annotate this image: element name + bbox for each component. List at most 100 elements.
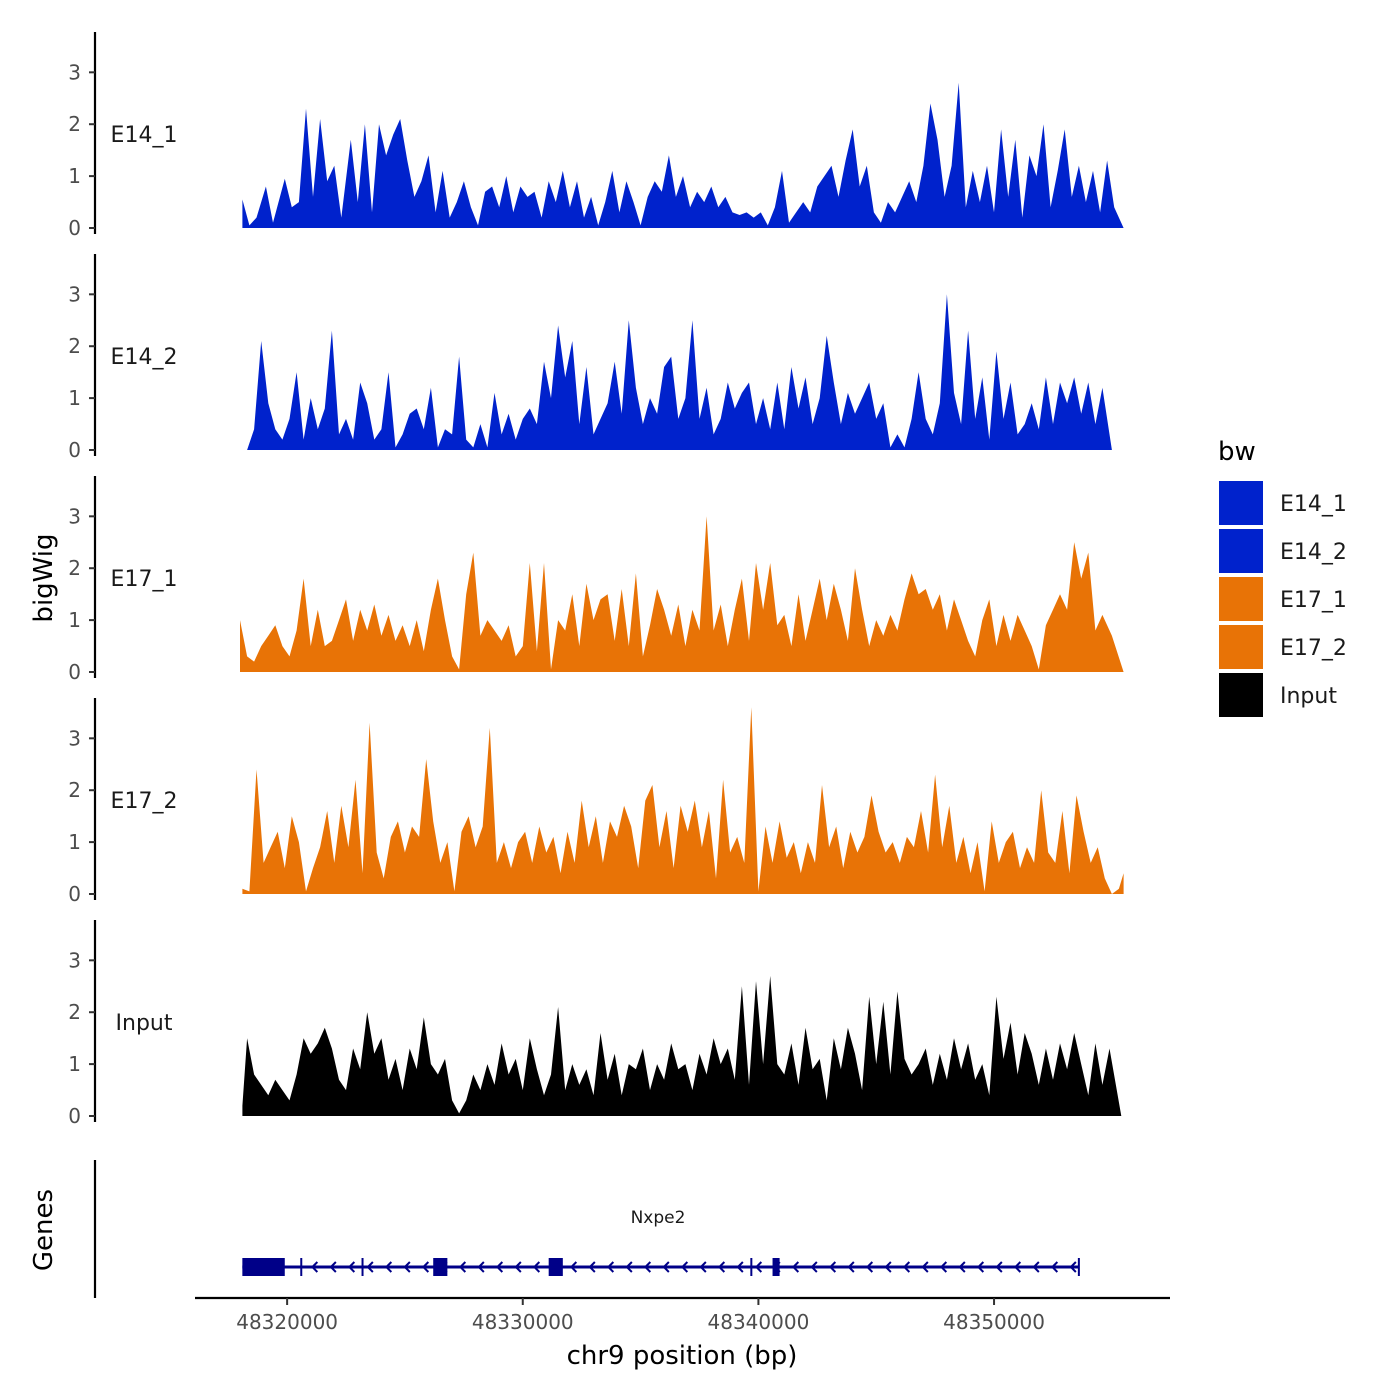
strand-chevron xyxy=(921,1261,929,1273)
y-tick-label: 2 xyxy=(68,556,81,580)
strand-chevron xyxy=(514,1261,522,1273)
x-axis: 48320000 48330000 48340000 48350000 xyxy=(195,1296,1170,1334)
strand-chevron xyxy=(995,1261,1003,1273)
legend-entries: E14_1 E14_2 E17_1 E17_2 Input xyxy=(1219,481,1347,717)
y-tick-label: 1 xyxy=(68,608,81,632)
y-tick-label: 3 xyxy=(68,726,81,750)
genes-axis-title: Genes xyxy=(29,1189,59,1271)
strand-chevron xyxy=(939,1261,948,1273)
strand-chevron xyxy=(680,1261,689,1273)
x-tick-label: 48350000 xyxy=(943,1310,1045,1334)
strand-chevron xyxy=(754,1261,763,1273)
y-tick-label: 3 xyxy=(68,948,81,972)
y-tick-label: 3 xyxy=(68,282,81,306)
track-E14_1: 0 1 2 3 E14_1 xyxy=(68,32,1124,240)
strand-chevron xyxy=(958,1261,966,1273)
track-label: E17_1 xyxy=(111,567,178,592)
strand-chevron xyxy=(421,1261,430,1273)
x-tick-label: 48330000 xyxy=(472,1310,574,1334)
strand-chevron xyxy=(606,1261,615,1273)
area-series-Input xyxy=(242,975,1122,1116)
y-tick-label: 3 xyxy=(68,60,81,84)
legend-label: E14_1 xyxy=(1280,492,1347,517)
strand-chevron xyxy=(884,1261,892,1273)
strand-chevron xyxy=(1013,1261,1022,1273)
y-tick-label: 0 xyxy=(68,1104,81,1128)
strand-chevron xyxy=(366,1261,374,1273)
area-series-E17_2 xyxy=(242,707,1124,894)
strand-chevron xyxy=(662,1261,670,1273)
strand-chevron xyxy=(1069,1261,1077,1273)
y-tick-label: 1 xyxy=(68,164,81,188)
legend-label: E17_2 xyxy=(1280,636,1347,661)
legend-title: bw xyxy=(1218,437,1256,467)
legend-label: E17_1 xyxy=(1280,588,1347,613)
x-tick-label: 48340000 xyxy=(708,1310,810,1334)
gene-exon xyxy=(433,1258,448,1276)
strand-chevron xyxy=(477,1261,485,1273)
y-tick-label: 2 xyxy=(68,778,81,802)
strand-chevron xyxy=(310,1261,319,1273)
strand-chevron xyxy=(736,1261,744,1273)
strand-chevron xyxy=(569,1261,578,1273)
track-E14_2: 0 1 2 3 E14_2 xyxy=(68,254,1112,462)
strand-chevron xyxy=(495,1261,504,1273)
y-tick-label: 2 xyxy=(68,1000,81,1024)
y-tick-label: 2 xyxy=(68,334,81,358)
strand-chevron xyxy=(1050,1261,1059,1273)
track-label: Input xyxy=(116,1011,173,1036)
legend-swatch xyxy=(1219,529,1263,573)
gene-exon xyxy=(772,1258,780,1276)
strand-chevron xyxy=(403,1261,411,1273)
y-tick-label: 0 xyxy=(68,882,81,906)
legend-label: Input xyxy=(1280,684,1337,709)
strand-chevron xyxy=(717,1261,726,1273)
gene-exon xyxy=(242,1258,285,1276)
strand-chevron xyxy=(865,1261,874,1273)
legend-swatch xyxy=(1219,577,1263,621)
track-E17_1: 0 1 2 3 E17_1 xyxy=(68,476,1124,684)
area-series-E14_2 xyxy=(247,294,1112,450)
strand-chevron xyxy=(976,1261,985,1273)
gene-name-label: Nxpe2 xyxy=(631,1208,686,1228)
track-E17_2: 0 1 2 3 E17_2 xyxy=(68,698,1124,906)
legend: bw E14_1 E14_2 E17_1 E17_2 Input xyxy=(1218,437,1347,717)
y-tick-label: 1 xyxy=(68,386,81,410)
strand-chevron xyxy=(828,1261,837,1273)
strand-chevron xyxy=(458,1261,467,1273)
strand-chevron xyxy=(643,1261,652,1273)
y-tick-label: 0 xyxy=(68,438,81,462)
bigwig-tracks: 0 1 2 3 E14_1 0 1 2 3 E14_2 0 1 2 3 E17_1 0 1 2 3 E17_2 0 1 2 3… xyxy=(68,32,1124,1128)
track-label: E14_1 xyxy=(111,123,178,148)
y-tick-label: 3 xyxy=(68,504,81,528)
y-tick-label: 1 xyxy=(68,1052,81,1076)
track-label: E17_2 xyxy=(111,789,178,814)
area-series-E17_1 xyxy=(240,516,1124,672)
strand-chevron xyxy=(810,1261,818,1273)
area-series-E14_1 xyxy=(242,82,1124,228)
x-tick-label: 48320000 xyxy=(236,1310,338,1334)
legend-swatch xyxy=(1219,625,1263,669)
legend-label: E14_2 xyxy=(1280,540,1347,565)
strand-chevron xyxy=(384,1261,393,1273)
strand-chevron xyxy=(588,1261,596,1273)
strand-chevron xyxy=(902,1261,911,1273)
strand-chevron xyxy=(699,1261,707,1273)
strand-chevron xyxy=(329,1261,337,1273)
y-tick-label: 0 xyxy=(68,216,81,240)
y-tick-label: 1 xyxy=(68,830,81,854)
track-label: E14_2 xyxy=(111,345,178,370)
strand-chevron xyxy=(1032,1261,1040,1273)
y-axis-title: bigWig xyxy=(29,533,59,622)
strand-chevron xyxy=(532,1261,541,1273)
strand-chevron xyxy=(847,1261,855,1273)
y-tick-label: 2 xyxy=(68,112,81,136)
y-tick-label: 0 xyxy=(68,660,81,684)
x-axis-title: chr9 position (bp) xyxy=(567,1341,798,1371)
strand-chevron xyxy=(625,1261,633,1273)
legend-swatch xyxy=(1219,481,1263,525)
track-Input: 0 1 2 3 Input xyxy=(68,920,1122,1128)
legend-swatch xyxy=(1219,673,1263,717)
strand-chevron xyxy=(347,1261,356,1273)
